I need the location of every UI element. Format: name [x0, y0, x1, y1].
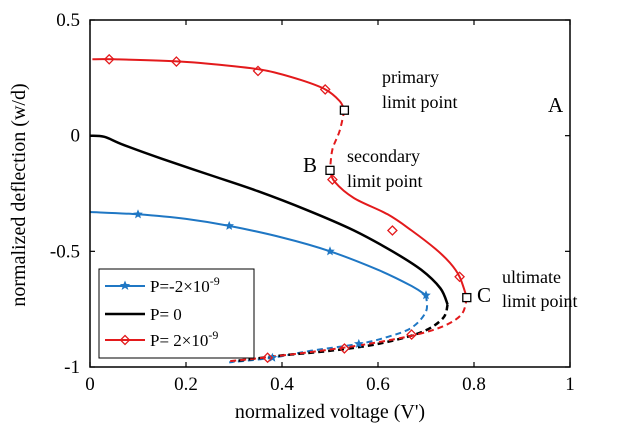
marker-p-neg-3 — [421, 290, 431, 300]
marker-p-pos-4 — [326, 174, 338, 186]
marker-p-neg-1 — [224, 220, 234, 230]
legend-label-p-neg-base: P=-2×10 — [150, 277, 210, 296]
y-axis-label: normalized deflection (w/d) — [8, 83, 30, 306]
y-tick-label-3: -1 — [64, 357, 80, 378]
series-layer — [89, 58, 468, 364]
marker-p-pos-2 — [252, 65, 264, 77]
limit-point-label-c: C — [477, 283, 491, 307]
series-line-p-pos-stable-lower — [329, 170, 468, 298]
x-tick-label-0: 0 — [85, 374, 95, 395]
legend-marker-p-pos — [119, 334, 131, 346]
plot-area-frame — [89, 19, 571, 368]
marker-p-neg-4 — [354, 338, 364, 348]
legend-marker-p-neg — [119, 280, 131, 290]
legend-label-p-pos: P= 2×10-9 — [150, 328, 218, 350]
x-tick-label-4: 0.8 — [462, 374, 486, 395]
legend-item-p-zero: P= 0 — [105, 305, 182, 324]
marker-p-pos-5 — [386, 225, 398, 236]
marker-p-neg-2 — [325, 246, 335, 256]
annotation-primary-line1: primary — [382, 67, 439, 87]
annotation-ultimate-line2: limit point — [502, 291, 578, 311]
marker-p-pos-6 — [454, 271, 466, 283]
series-line-p-pos-unstable-bottom — [229, 297, 468, 363]
x-tick-label-3: 0.6 — [366, 374, 390, 395]
x-axis-label: normalized voltage (V') — [235, 401, 425, 423]
x-tick-label-5: 1 — [565, 374, 575, 395]
marker-p-pos-7 — [406, 329, 418, 341]
marker-p-pos-0 — [103, 53, 115, 65]
marker-p-pos-3 — [319, 83, 331, 95]
y-tick-label-1: 0 — [71, 126, 81, 147]
legend-label-p-neg: P=-2×10-9 — [150, 274, 220, 296]
marker-p-pos-1 — [170, 56, 182, 68]
series-line-p-zero-stable — [89, 134, 449, 306]
annotation-secondary-line1: secondary — [347, 146, 420, 166]
series-line-p-pos-unstable-middle — [329, 109, 346, 171]
annotation-ultimate-line1: ultimate — [502, 267, 561, 287]
legend-label-p-neg-exp: -9 — [210, 274, 220, 288]
limit-point-a-marker — [339, 105, 350, 115]
series-line-p-pos-stable-upper — [92, 58, 346, 111]
limit-point-label-b: B — [303, 153, 317, 177]
legend-label-p-zero: P= 0 — [150, 305, 182, 324]
markers-layer — [103, 53, 466, 364]
legend-item-p-neg: P=-2×10-9 — [105, 274, 220, 296]
annotation-secondary-line2: limit point — [347, 171, 423, 191]
limit-point-b-marker — [325, 165, 335, 176]
limit-layer — [325, 105, 472, 303]
marker-p-neg-0 — [133, 209, 143, 219]
marker-p-pos-9 — [262, 352, 274, 364]
legend-item-p-pos: P= 2×10-9 — [105, 328, 218, 350]
x-tick-label-1: 0.2 — [174, 374, 198, 395]
ticks-layer: 0 0.2 0.4 0.6 0.8 1 0.5 0 -0.5 -1 — [50, 10, 575, 395]
limit-point-label-a: A — [548, 93, 564, 117]
limit-point-c-marker — [462, 292, 472, 303]
y-tick-label-2: -0.5 — [50, 241, 80, 262]
legend-label-p-pos-exp: -9 — [208, 328, 218, 342]
series-line-p-neg-unstable — [229, 295, 429, 364]
annotation-primary-line2: limit point — [382, 92, 458, 112]
series-line-p-neg-stable — [89, 211, 427, 297]
marker-p-pos-8 — [338, 343, 350, 354]
legend: P=-2×10-9 P= 0 P= 2×10-9 — [98, 268, 255, 359]
legend-label-p-pos-base: P= 2×10 — [150, 331, 208, 350]
x-tick-label-2: 0.4 — [270, 374, 294, 395]
series-line-p-zero-unstable — [233, 304, 449, 363]
y-tick-label-0: 0.5 — [56, 10, 80, 31]
